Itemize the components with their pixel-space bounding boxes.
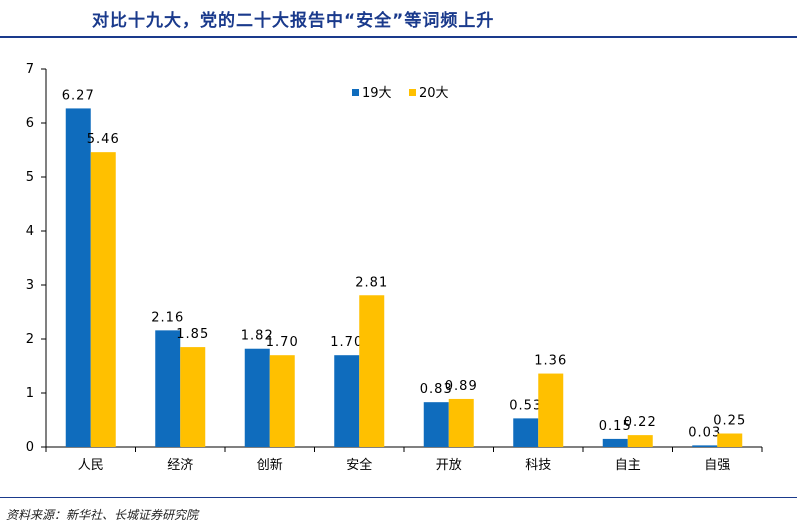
bar-19 xyxy=(692,445,718,447)
bar-20 xyxy=(448,398,474,447)
legend-swatch-19 xyxy=(352,89,359,96)
data-label: 6.27 xyxy=(62,88,95,103)
bar-19 xyxy=(334,355,360,447)
data-label: 0.03 xyxy=(688,425,721,440)
x-tick-label: 自强 xyxy=(704,458,730,473)
y-tick-label: 1 xyxy=(26,386,34,401)
bar-chart: 0 1 2 3 4 5 6 7 人民 经济 创新 安全 开放 科技 自主 自强 6.27 5.46 2.16 1.85… xyxy=(26,62,763,473)
bar-19 xyxy=(602,438,628,447)
footer-divider xyxy=(0,497,797,498)
bar-19 xyxy=(65,108,91,448)
bar-19 xyxy=(513,418,539,447)
y-tick-label: 0 xyxy=(26,440,34,455)
bar-20 xyxy=(90,152,116,447)
data-label: 5.46 xyxy=(87,132,120,147)
bar-20 xyxy=(269,355,295,447)
bar-20 xyxy=(717,433,743,447)
bar-20 xyxy=(627,435,653,447)
y-tick-label: 6 xyxy=(26,116,34,131)
data-label: 0.83 xyxy=(420,382,453,397)
x-tick-label: 自主 xyxy=(615,458,641,473)
source-note: 资料来源：新华社、长城证券研究院 xyxy=(6,508,199,522)
data-label: 0.15 xyxy=(599,419,632,434)
data-label: 1.85 xyxy=(176,327,209,342)
x-tick-label: 经济 xyxy=(167,458,193,473)
bar-20 xyxy=(180,347,206,447)
data-label: 2.16 xyxy=(151,310,184,325)
legend-label-19: 19大 xyxy=(362,86,392,101)
y-tick-label: 3 xyxy=(26,278,34,293)
x-tick-label: 科技 xyxy=(525,458,551,473)
chart-title: 对比十九大，党的二十大报告中“安全”等词频上升 xyxy=(92,11,495,31)
data-label: 2.81 xyxy=(355,275,388,290)
bar-19 xyxy=(244,348,270,447)
bar-20 xyxy=(538,373,564,447)
y-tick-label: 7 xyxy=(26,62,34,77)
y-tick-label: 4 xyxy=(26,224,34,239)
y-tick-label: 5 xyxy=(26,170,34,185)
x-tick-label: 人民 xyxy=(78,458,104,473)
x-tick-label: 创新 xyxy=(257,457,283,473)
bar-19 xyxy=(155,330,181,447)
x-tick-label: 开放 xyxy=(436,458,462,473)
legend-label-20: 20大 xyxy=(419,86,449,101)
data-label: 1.36 xyxy=(534,354,567,369)
data-label: 1.70 xyxy=(330,335,363,350)
bar-20 xyxy=(359,295,385,447)
data-label: 1.70 xyxy=(266,335,299,350)
y-tick-label: 2 xyxy=(26,332,34,347)
data-label: 0.22 xyxy=(624,415,657,430)
data-label: 1.82 xyxy=(241,329,274,344)
data-label: 0.89 xyxy=(445,379,478,394)
x-tick-label: 安全 xyxy=(346,457,372,473)
legend-swatch-20 xyxy=(409,89,416,96)
data-label: 0.25 xyxy=(713,414,746,429)
title-divider xyxy=(0,36,797,38)
data-label: 0.53 xyxy=(509,398,542,413)
bar-19 xyxy=(423,402,449,447)
